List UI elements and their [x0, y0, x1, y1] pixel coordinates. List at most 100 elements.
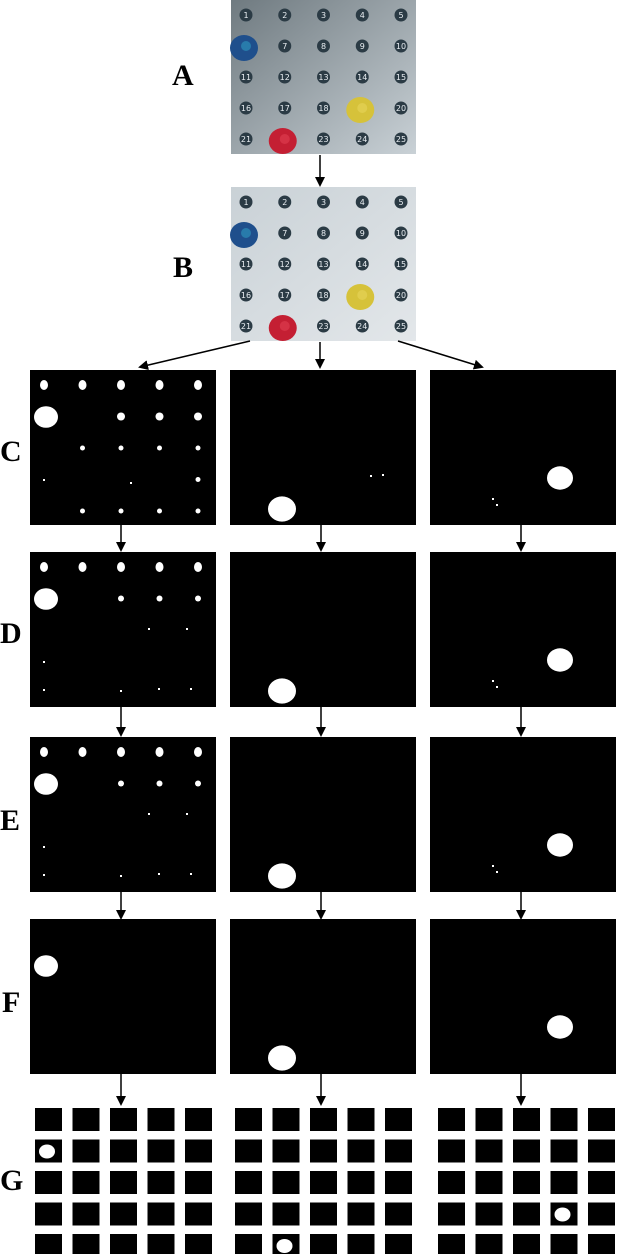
grid-cell: [310, 1171, 337, 1194]
board-number: 21: [241, 322, 251, 331]
grid-cell: [235, 1171, 262, 1194]
board-number: 2: [282, 198, 287, 207]
board-number: 8: [321, 229, 326, 238]
board-number: 25: [396, 135, 406, 144]
mask-panel-d-3: [430, 552, 616, 707]
grid-cell: [235, 1203, 262, 1226]
grid-cell: [185, 1203, 212, 1226]
number-artifact: [157, 596, 163, 602]
number-artifact: [40, 747, 48, 757]
flow-arrow: [140, 341, 250, 367]
board-number: 12: [280, 260, 290, 269]
board-number: 14: [357, 73, 367, 82]
grid-cell: [273, 1108, 300, 1131]
board-number: 9: [360, 229, 365, 238]
board-number: 4: [360, 11, 365, 20]
mask-background: [30, 737, 216, 892]
board-number: 7: [282, 42, 287, 51]
number-artifact: [40, 562, 48, 572]
number-artifact: [79, 562, 87, 572]
label-b: B: [173, 251, 193, 284]
grid-cell: [35, 1108, 62, 1131]
grid-cell: [185, 1234, 212, 1254]
noise-speck: [190, 688, 192, 690]
grid-cell: [513, 1140, 540, 1163]
grid-cell: [588, 1108, 615, 1131]
board-number: 23: [318, 322, 328, 331]
number-artifact: [117, 747, 125, 757]
grid-cell: [310, 1203, 337, 1226]
grid-cell: [513, 1234, 540, 1254]
number-artifact: [117, 413, 125, 421]
mask-panel-f-3: [430, 919, 616, 1074]
grid-cell: [438, 1171, 465, 1194]
number-artifact: [156, 562, 164, 572]
noise-speck: [496, 871, 498, 873]
mask-panel-e-3: [430, 737, 616, 892]
grid-cell: [310, 1108, 337, 1131]
grid-cell: [110, 1140, 137, 1163]
detected-peg-dot: [277, 1239, 293, 1253]
number-artifact: [196, 446, 201, 451]
grid-cell: [348, 1234, 375, 1254]
noise-speck: [370, 475, 372, 477]
label-c: C: [0, 435, 22, 468]
grid-cell: [73, 1140, 100, 1163]
grid-cell: [551, 1108, 578, 1131]
grid-cell: [438, 1234, 465, 1254]
mask-panel-e-2: [230, 737, 416, 892]
grid-cell: [185, 1171, 212, 1194]
red-peg-blob: [268, 1045, 296, 1070]
noise-speck: [130, 482, 132, 484]
noise-speck: [492, 865, 494, 867]
board-number: 20: [396, 104, 406, 113]
number-artifact: [156, 413, 164, 421]
number-artifact: [196, 477, 201, 482]
noise-speck: [382, 474, 384, 476]
label-e: E: [0, 804, 20, 837]
board-number: 12: [280, 73, 290, 82]
board-number: 18: [318, 291, 328, 300]
photo-b-enhanced-board: 1234567891011121314151617181920212223242…: [230, 187, 416, 341]
board-number: 13: [318, 260, 328, 269]
mask-panel-d-1: [30, 552, 216, 707]
board-number: 2: [282, 11, 287, 20]
photo-a-original-board: 1234567891011121314151617181920212223242…: [230, 0, 416, 154]
board-number: 5: [398, 198, 403, 207]
yellow-peg-blob: [547, 833, 573, 856]
board-number: 10: [396, 42, 406, 51]
mask-panels: [30, 370, 616, 1074]
mask-background: [430, 552, 616, 707]
grid-cell: [551, 1234, 578, 1254]
grid-cell: [273, 1203, 300, 1226]
grid-cell: [385, 1140, 412, 1163]
detected-peg-dot: [39, 1145, 55, 1159]
mask-panel-f-1: [30, 919, 216, 1074]
grid-cell: [438, 1203, 465, 1226]
number-artifact: [117, 562, 125, 572]
grid-cell: [185, 1108, 212, 1131]
number-artifact: [40, 380, 48, 390]
board-number: 1: [243, 198, 248, 207]
grid-cell: [73, 1108, 100, 1131]
board-number: 4: [360, 198, 365, 207]
grid-cell: [476, 1171, 503, 1194]
noise-speck: [496, 686, 498, 688]
grid-cell: [385, 1171, 412, 1194]
red-peg-blob: [268, 678, 296, 703]
mask-panel-c-1: [30, 370, 216, 525]
noise-speck: [43, 846, 45, 848]
blue-peg-top: [241, 228, 251, 238]
grid-cell: [588, 1140, 615, 1163]
grid-cell: [588, 1234, 615, 1254]
grid-cell: [35, 1234, 62, 1254]
flow-arrow: [398, 341, 482, 367]
grid-cell: [588, 1203, 615, 1226]
grid-cell: [73, 1171, 100, 1194]
grid-cell: [513, 1171, 540, 1194]
blue-peg-blob: [34, 588, 58, 610]
number-artifact: [118, 596, 124, 602]
board-number: 15: [396, 260, 406, 269]
grid-cell: [310, 1234, 337, 1254]
